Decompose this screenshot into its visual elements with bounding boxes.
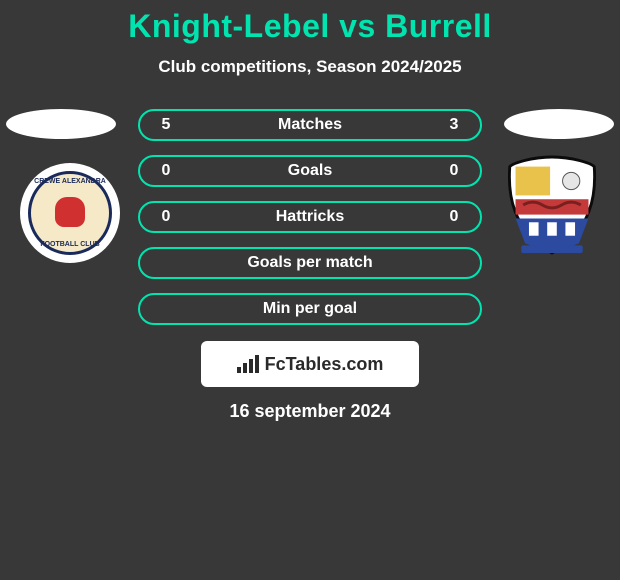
subtitle: Club competitions, Season 2024/2025 (0, 57, 620, 77)
comparison-card: Knight-Lebel vs Burrell Club competition… (0, 0, 620, 422)
stat-left-value: 0 (156, 208, 176, 226)
player-oval-left (6, 109, 116, 139)
badge-ring: CREWE ALEXANDRA FOOTBALL CLUB (28, 171, 112, 255)
stat-row-goals: 0 Goals 0 (138, 155, 482, 187)
stats-area: CREWE ALEXANDRA FOOTBALL CLUB (0, 109, 620, 422)
stat-left-value: 0 (156, 162, 176, 180)
stat-right-value: 3 (444, 116, 464, 134)
stat-rows: 5 Matches 3 0 Goals 0 0 Hattricks 0 Goal… (138, 109, 482, 325)
shield-icon (504, 155, 600, 255)
stat-row-min-per-goal: Min per goal (138, 293, 482, 325)
stat-label: Goals (176, 162, 444, 180)
stat-label: Hattricks (176, 208, 444, 226)
stat-row-matches: 5 Matches 3 (138, 109, 482, 141)
lion-icon (55, 197, 85, 227)
player-oval-right (504, 109, 614, 139)
club-badge-left: CREWE ALEXANDRA FOOTBALL CLUB (20, 163, 120, 263)
stat-label: Min per goal (263, 300, 357, 318)
badge-bottom-text: FOOTBALL CLUB (40, 241, 99, 248)
bar-chart-icon (237, 355, 259, 373)
date-text: 16 september 2024 (0, 401, 620, 422)
club-badge-right (504, 155, 600, 255)
stat-label: Goals per match (247, 254, 372, 272)
stat-row-hattricks: 0 Hattricks 0 (138, 201, 482, 233)
stat-right-value: 0 (444, 208, 464, 226)
page-title: Knight-Lebel vs Burrell (0, 8, 620, 45)
logo-text: FcTables.com (265, 354, 384, 375)
stat-label: Matches (176, 116, 444, 134)
badge-top-text: CREWE ALEXANDRA (34, 178, 106, 185)
stat-row-goals-per-match: Goals per match (138, 247, 482, 279)
fctables-logo: FcTables.com (201, 341, 419, 387)
stat-right-value: 0 (444, 162, 464, 180)
stat-left-value: 5 (156, 116, 176, 134)
